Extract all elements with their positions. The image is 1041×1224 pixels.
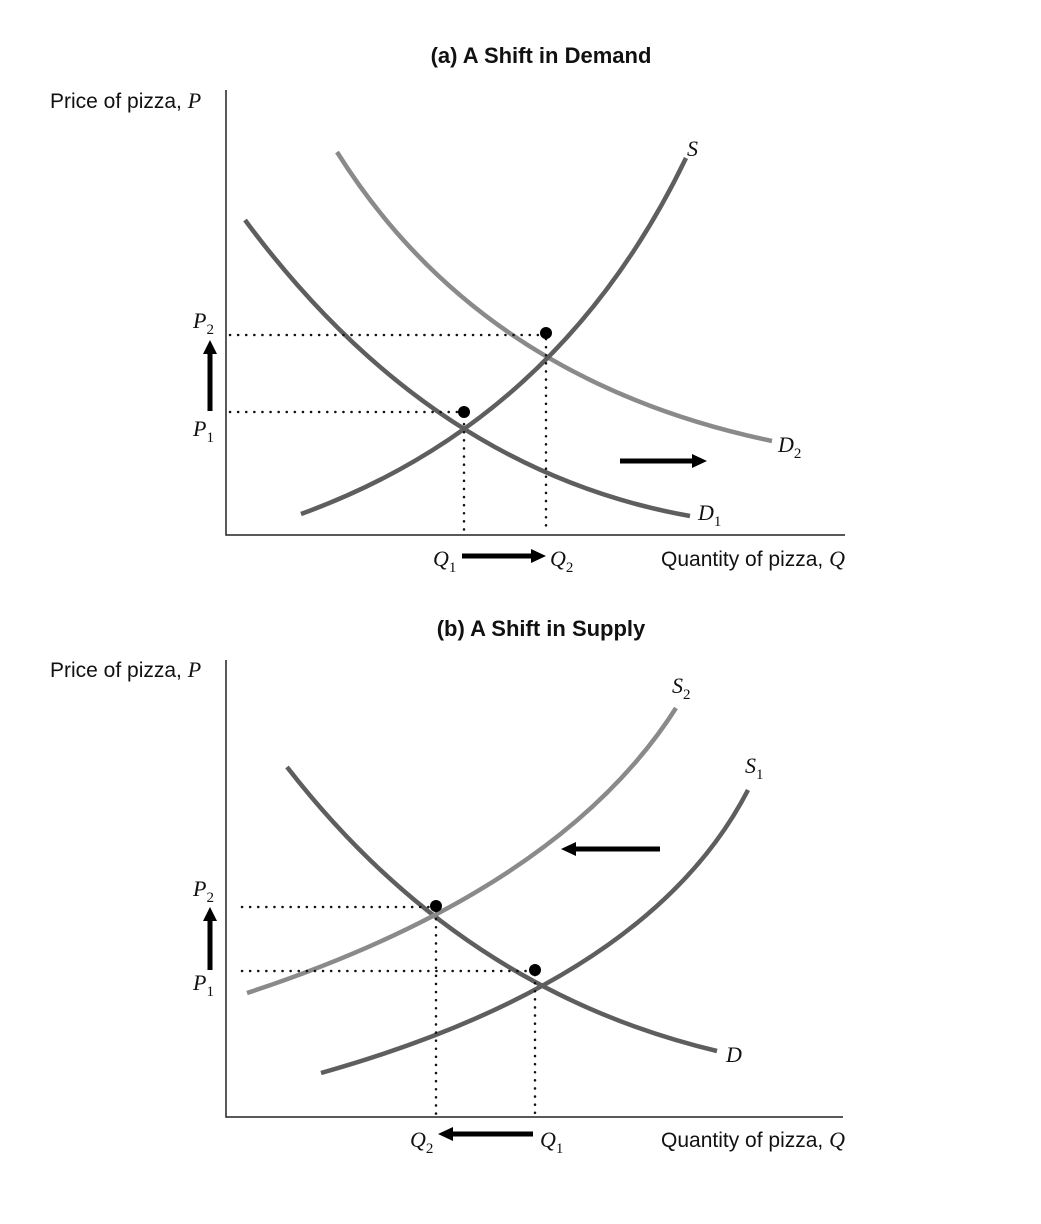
panel-a-p2-label: P2 bbox=[192, 308, 214, 338]
panel-b-q1-label: Q1 bbox=[540, 1127, 563, 1157]
panel-a-equilibrium-new bbox=[540, 327, 552, 339]
panel-b-supply-initial-curve bbox=[320, 788, 750, 1076]
panel-a-y-axis-label: Price of pizza, P bbox=[50, 88, 201, 113]
panel-b-price-arrowhead bbox=[203, 907, 217, 921]
panel-b-demand-label: D bbox=[725, 1042, 742, 1067]
panel-b-q2-label: Q2 bbox=[410, 1127, 433, 1157]
panel-b-supply-new-curve bbox=[246, 706, 678, 996]
panel-a-demand-initial-label: D1 bbox=[697, 500, 721, 530]
panel-a-price-arrowhead bbox=[203, 340, 217, 354]
panel-b-shift-arrowhead bbox=[561, 842, 576, 856]
panel-b-y-axis-label: Price of pizza, P bbox=[50, 657, 201, 682]
panel-a-x-axis-label: Quantity of pizza, Q bbox=[661, 546, 845, 571]
panel-b-supply-initial-label: S1 bbox=[745, 753, 764, 783]
panel-b-equilibrium-initial bbox=[529, 964, 541, 976]
panel-a-equilibrium-initial bbox=[458, 406, 470, 418]
panel-b-demand-curve bbox=[285, 765, 718, 1054]
panel-a-q1-label: Q1 bbox=[433, 546, 456, 576]
panel-b-axes bbox=[225, 660, 843, 1118]
panel-a: (a) A Shift in Demand Price of pizza, P … bbox=[50, 43, 845, 576]
panel-b-title: (b) A Shift in Supply bbox=[437, 616, 646, 641]
panel-a-title: (a) A Shift in Demand bbox=[431, 43, 652, 68]
panel-a-supply-label: S bbox=[687, 136, 698, 161]
panel-a-quantity-arrowhead bbox=[531, 549, 546, 563]
panel-a-demand-initial-curve bbox=[243, 218, 691, 519]
panel-a-q2-label: Q2 bbox=[550, 546, 573, 576]
panel-a-axes bbox=[225, 90, 845, 536]
panel-b-supply-new-label: S2 bbox=[672, 673, 691, 703]
panel-b-p2-label: P2 bbox=[192, 876, 214, 906]
panel-b-equilibrium-new bbox=[430, 900, 442, 912]
panel-a-p1-label: P1 bbox=[192, 416, 214, 446]
panel-a-supply-curve bbox=[300, 157, 689, 517]
panel-b-quantity-arrowhead bbox=[438, 1127, 453, 1141]
panel-b: (b) A Shift in Supply Price of pizza, P … bbox=[50, 616, 845, 1157]
panel-a-shift-arrowhead bbox=[692, 454, 707, 468]
panel-a-demand-new-curve bbox=[335, 150, 773, 444]
panel-b-x-axis-label: Quantity of pizza, Q bbox=[661, 1127, 845, 1152]
panel-a-demand-new-label: D2 bbox=[777, 432, 801, 462]
panel-b-p1-label: P1 bbox=[192, 970, 214, 1000]
